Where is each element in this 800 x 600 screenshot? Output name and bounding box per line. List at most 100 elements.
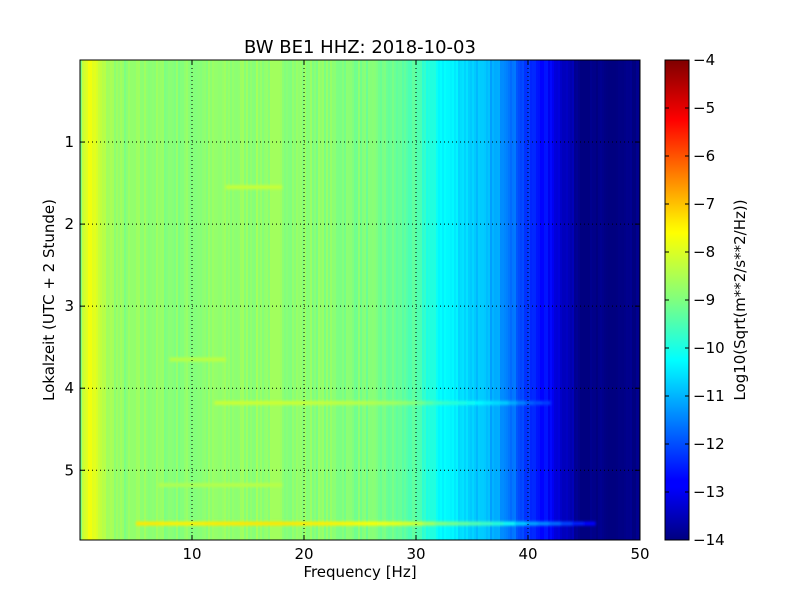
frequency-bin [638,60,640,540]
spectral-streak [199,357,201,362]
spectral-streak [275,483,279,488]
spectral-streak [227,185,229,190]
frequency-bin [384,60,387,540]
frequency-bin [600,60,603,540]
frequency-bin [294,60,297,540]
spectral-streak [271,185,274,190]
spectral-streak [500,400,509,405]
frequency-bin [550,60,553,540]
frequency-bin [254,60,257,540]
spectral-streak [179,483,184,488]
spectral-streak [273,400,282,405]
frequency-bin [114,60,117,540]
spectral-streak [424,400,434,405]
frequency-bin [362,60,365,540]
frequency-bin [328,60,331,540]
frequency-bin [312,60,315,540]
frequency-bin [392,60,395,540]
frequency-bin [458,60,461,540]
frequency-bin [210,60,213,540]
frequency-bin [162,60,165,540]
frequency-bin [204,60,207,540]
spectral-streak [169,357,172,362]
frequency-bin [634,60,637,540]
spectral-streak [250,521,263,526]
frequency-bin [196,60,199,540]
spectral-streak [441,400,450,405]
frequency-bin [360,60,363,540]
frequency-bin [146,60,149,540]
spectral-streak [382,400,392,405]
frequency-bin [200,60,203,540]
frequency-bin [166,60,169,540]
spectral-streak [514,521,527,526]
spectral-streak [241,483,246,488]
spectral-streak [181,521,194,526]
spectral-streak [186,483,190,488]
spectral-streak [221,357,224,362]
spectral-streak [201,483,205,488]
frequency-bin [270,60,273,540]
frequency-bin [434,60,437,540]
spectral-streak [178,357,180,362]
frequency-bin [606,60,609,540]
frequency-bin [390,60,393,540]
frequency-bin [156,60,159,540]
frequency-bin [352,60,355,540]
frequency-bin [154,60,157,540]
spectral-streak [220,357,222,362]
frequency-bin [218,60,221,540]
frequency-bin [252,60,255,540]
frequency-bin [144,60,147,540]
spectral-streak [236,185,239,190]
frequency-bin [528,60,531,540]
frequency-bin [546,60,549,540]
frequency-bin [448,60,451,540]
spectral-streak [365,521,378,526]
spectral-streak [388,521,401,526]
spectral-streak [285,521,298,526]
frequency-bin [534,60,537,540]
colorbar-tick-label: −13 [693,483,725,501]
frequency-bin [98,60,101,540]
frequency-bin [548,60,551,540]
spectral-streak [491,400,501,405]
frequency-bin [190,60,193,540]
spectral-streak [136,521,148,526]
spectral-streak [204,357,207,362]
spectral-streak [340,400,350,405]
spectral-streak [255,185,257,190]
spectral-streak [216,483,221,488]
x-tick-label: 20 [294,545,313,563]
x-tick-label: 40 [518,545,537,563]
frequency-bin [316,60,319,540]
frequency-bin [336,60,339,540]
frequency-bin [100,60,103,540]
frequency-bin [468,60,471,540]
frequency-bin [564,60,567,540]
spectral-streak [232,483,236,488]
frequency-bin [206,60,209,540]
spectral-streak [229,483,233,488]
spectral-streak [218,357,221,362]
frequency-bin [322,60,325,540]
frequency-bin [224,60,227,540]
frequency-bin [260,60,263,540]
frequency-bin [188,60,191,540]
frequency-bin [220,60,223,540]
y-tick-label: 4 [64,379,74,397]
frequency-bin [396,60,399,540]
frequency-bin [96,60,99,540]
spectral-streak [189,357,191,362]
frequency-bin [422,60,425,540]
spectral-streak [264,400,274,405]
frequency-bin [522,60,525,540]
frequency-bin [570,60,573,540]
frequency-bin [510,60,513,540]
frequency-bin [450,60,453,540]
spectral-streak [272,483,276,488]
spectral-streak [217,357,219,362]
spectral-streak [273,185,275,190]
frequency-bin [338,60,341,540]
